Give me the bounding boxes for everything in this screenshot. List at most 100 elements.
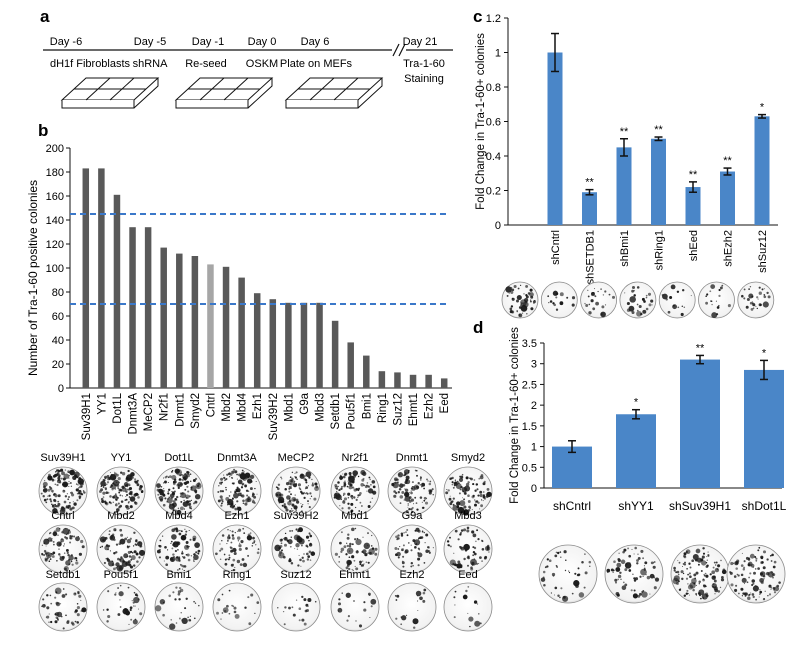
colony-dot bbox=[763, 294, 766, 296]
colony-dot bbox=[351, 486, 355, 489]
colony-dot bbox=[585, 304, 589, 307]
plate-mbd1 bbox=[330, 524, 380, 574]
colony-dot bbox=[80, 539, 84, 544]
colony-dot bbox=[118, 481, 121, 484]
colony-dot bbox=[130, 555, 136, 561]
colony-dot bbox=[231, 505, 235, 509]
colony-dot bbox=[551, 572, 556, 577]
colony-dot bbox=[640, 312, 643, 316]
plate-eed bbox=[443, 582, 493, 632]
colony-dot bbox=[355, 567, 359, 571]
colony-dot bbox=[75, 483, 78, 485]
colony-dot bbox=[517, 287, 520, 290]
colony-dot bbox=[247, 498, 251, 501]
colony-dot bbox=[297, 564, 300, 567]
colony-dot bbox=[636, 309, 639, 312]
y-tick-label: 0.8 bbox=[486, 82, 501, 94]
colony-dot bbox=[349, 474, 352, 477]
colony-dot bbox=[197, 549, 201, 553]
colony-dot bbox=[393, 494, 397, 498]
colony-dot bbox=[230, 549, 234, 553]
colony-dot bbox=[117, 476, 121, 481]
colony-dot bbox=[79, 485, 82, 489]
colony-dot bbox=[353, 496, 356, 499]
colony-dot bbox=[458, 477, 464, 482]
colony-dot bbox=[628, 554, 632, 558]
colony-dot bbox=[41, 544, 44, 546]
timeline-step-label: shRNA bbox=[133, 58, 169, 70]
colony-dot bbox=[587, 295, 590, 298]
x-tick-label: Nr2f1 bbox=[159, 393, 171, 421]
colony-dot bbox=[181, 478, 184, 482]
colony-dot bbox=[67, 498, 70, 501]
colony-dot bbox=[298, 538, 305, 545]
colony-dot bbox=[217, 499, 221, 503]
colony-dot bbox=[467, 586, 470, 588]
colony-dot bbox=[637, 594, 641, 598]
colony-dot bbox=[219, 489, 223, 493]
colony-dot bbox=[54, 479, 56, 481]
colony-dot bbox=[75, 559, 78, 562]
colony-dot bbox=[159, 599, 166, 605]
colony-dot bbox=[477, 494, 480, 497]
colony-dot bbox=[463, 543, 470, 551]
plate-suz12 bbox=[271, 582, 321, 632]
colony-dot bbox=[56, 559, 58, 562]
colony-dot bbox=[743, 288, 746, 291]
colony-dot bbox=[354, 538, 357, 541]
colony-dot bbox=[403, 532, 405, 534]
colony-dot bbox=[449, 545, 452, 548]
colony-dot bbox=[52, 531, 58, 537]
colony-dot bbox=[340, 498, 342, 500]
colony-dot bbox=[219, 495, 223, 499]
colony-dot bbox=[737, 574, 740, 577]
colony-dot bbox=[342, 473, 344, 475]
colony-dot bbox=[359, 494, 361, 496]
colony-dot bbox=[55, 527, 61, 532]
colony-dot bbox=[415, 527, 420, 532]
bar-shring1 bbox=[651, 138, 666, 225]
colony-dot bbox=[431, 488, 434, 491]
colony-dot bbox=[283, 623, 286, 626]
colony-dot bbox=[483, 497, 487, 500]
colony-dot bbox=[631, 285, 636, 290]
colony-dot bbox=[401, 491, 405, 494]
colony-dot bbox=[234, 507, 238, 511]
colony-dot bbox=[189, 500, 191, 503]
colony-dot bbox=[57, 471, 59, 474]
colony-dot bbox=[183, 482, 186, 485]
significance-marker: ** bbox=[723, 155, 732, 167]
colony-dot bbox=[346, 542, 348, 544]
colony-dot bbox=[192, 559, 195, 561]
colony-dot bbox=[125, 495, 127, 498]
colony-dot bbox=[396, 478, 399, 481]
colony-dot bbox=[291, 503, 295, 507]
colony-dot bbox=[167, 498, 169, 500]
x-tick-label: shCntrl bbox=[553, 499, 591, 513]
colony-dot bbox=[426, 478, 428, 481]
colony-dot bbox=[184, 488, 187, 491]
colony-dot bbox=[549, 300, 553, 303]
colony-dot bbox=[705, 561, 708, 564]
colony-dot bbox=[591, 291, 595, 296]
y-tick-label: 3.5 bbox=[522, 338, 537, 350]
plate-mbd2 bbox=[96, 524, 146, 574]
colony-dot bbox=[131, 600, 133, 602]
colony-dot bbox=[296, 478, 298, 480]
colony-dot bbox=[636, 562, 639, 565]
colony-dot bbox=[562, 595, 569, 602]
plate-ezh2 bbox=[387, 582, 437, 632]
colony-dot bbox=[709, 290, 712, 293]
error-bar bbox=[723, 167, 732, 176]
colony-dot bbox=[705, 585, 707, 588]
colony-dot bbox=[423, 588, 427, 592]
colony-dot bbox=[613, 560, 616, 563]
colony-dot bbox=[422, 599, 426, 603]
colony-dot bbox=[299, 558, 302, 562]
colony-dot bbox=[348, 567, 351, 571]
colony-dot bbox=[401, 548, 405, 552]
colony-dot bbox=[299, 487, 302, 491]
plate-dish bbox=[271, 582, 321, 632]
colony-dot bbox=[714, 593, 716, 595]
timeline-day-label: Day -5 bbox=[134, 36, 166, 48]
